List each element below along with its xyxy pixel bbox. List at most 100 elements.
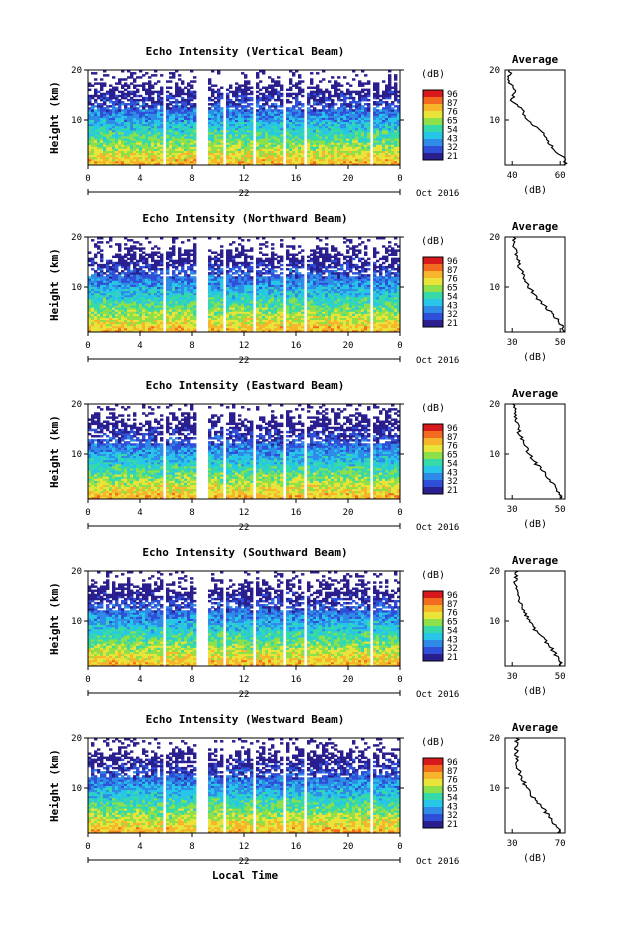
heatmap-cell: [289, 87, 292, 89]
heatmap-cell: [103, 107, 106, 109]
heatmap-cell: [157, 91, 160, 93]
heatmap-cell: [151, 251, 154, 253]
heatmap-cell: [133, 245, 136, 247]
heatmap-cell: [268, 84, 271, 86]
heatmap-cell: [148, 241, 151, 243]
heatmap-cell: [172, 95, 175, 97]
x-tick-label: 20: [343, 174, 354, 184]
heatmap-cell: [169, 276, 172, 278]
heatmap-cell: [307, 93, 310, 95]
heatmap-cell: [214, 276, 217, 278]
heatmap-cell: [376, 82, 379, 84]
heatmap-cell: [130, 245, 133, 247]
heatmap-cell: [328, 80, 331, 82]
heatmap-cell: [259, 89, 262, 91]
heatmap-cell: [130, 254, 133, 256]
heatmap-cell: [154, 260, 157, 262]
heatmap-cell: [166, 103, 169, 105]
heatmap-cell: [100, 249, 103, 251]
heatmap-cell: [88, 95, 91, 97]
heatmap-cell: [184, 87, 187, 89]
heatmap-cell: [340, 91, 343, 93]
heatmap-cell: [97, 95, 100, 97]
heatmap-cell: [124, 93, 127, 95]
heatmap-cell: [172, 72, 175, 74]
heatmap-cell: [124, 272, 127, 274]
heatmap-cell: [94, 89, 97, 91]
heatmap-cell: [247, 103, 250, 105]
panels-group: Echo Intensity (Vertical Beam)Height (km…: [48, 45, 567, 867]
heatmap-cell: [190, 84, 193, 86]
heatmap-cell: [292, 72, 295, 74]
heatmap-cell: [193, 270, 196, 272]
heatmap-cell: [103, 82, 106, 84]
heatmap-cell: [169, 107, 172, 109]
heatmap-cell: [220, 268, 223, 270]
heatmap-cell: [127, 107, 130, 109]
heatmap-cell: [298, 87, 301, 89]
heatmap-cell: [121, 270, 124, 272]
heatmap-cell: [160, 254, 163, 256]
heatmap-cell: [91, 268, 94, 270]
heatmap-cell: [319, 97, 322, 99]
heatmap-cell: [346, 97, 349, 99]
heatmap-cell: [142, 247, 145, 249]
heatmap-cell: [379, 109, 382, 111]
heatmap-cell: [238, 95, 241, 97]
heatmap-cell: [274, 89, 277, 91]
heatmap-cell: [319, 80, 322, 82]
heatmap-cell: [211, 99, 214, 101]
heatmap-cell: [364, 103, 367, 105]
heatmap-cell: [178, 74, 181, 76]
heatmap-cell: [151, 91, 154, 93]
heatmap-cell: [121, 91, 124, 93]
heatmap-cell: [97, 241, 100, 243]
heatmap-cell: [142, 251, 145, 253]
heatmap-cell: [334, 103, 337, 105]
heatmap-cell: [94, 72, 97, 74]
heatmap-cell: [181, 80, 184, 82]
heatmap-cell: [217, 254, 220, 256]
heatmap-cell: [181, 258, 184, 260]
heatmap-cell: [172, 270, 175, 272]
heatmap-cell: [289, 107, 292, 109]
heatmap-cell: [391, 107, 394, 109]
heatmap-cell: [121, 78, 124, 80]
heatmap-cell: [169, 87, 172, 89]
avg-x-tick-label: 60: [555, 171, 566, 181]
heatmap-cell: [298, 74, 301, 76]
heatmap-cell: [151, 264, 154, 266]
heatmap-cell: [244, 80, 247, 82]
heatmap-cell: [193, 76, 196, 78]
heatmap-cell: [361, 95, 364, 97]
heatmap-cell: [181, 254, 184, 256]
heatmap-cell: [130, 239, 133, 241]
heatmap-cell: [289, 101, 292, 103]
heatmap-cell: [151, 272, 154, 274]
heatmap-cell: [166, 251, 169, 253]
heatmap-cell: [214, 97, 217, 99]
heatmap-cell: [229, 99, 232, 101]
heatmap-cell: [364, 74, 367, 76]
heatmap-cell: [139, 254, 142, 256]
heatmap-cell: [364, 82, 367, 84]
heatmap-cell: [94, 254, 97, 256]
heatmap-cell: [277, 109, 280, 111]
heatmap-cell: [310, 78, 313, 80]
heatmap-cell: [148, 254, 151, 256]
heatmap-cell: [118, 272, 121, 274]
heatmap-cell: [187, 249, 190, 251]
heatmap-cell: [133, 84, 136, 86]
heatmap-cell: [148, 274, 151, 276]
heatmap-cell: [118, 254, 121, 256]
heatmap-cell: [184, 249, 187, 251]
heatmap-cell: [187, 266, 190, 268]
heatmap-cell: [301, 103, 304, 105]
heatmap-cell: [142, 256, 145, 258]
heatmap-cell: [118, 95, 121, 97]
heatmap-cell: [88, 82, 91, 84]
heatmap-cell: [313, 87, 316, 89]
heatmap-cell: [298, 107, 301, 109]
heatmap-cell: [340, 103, 343, 105]
heatmap-cell: [334, 80, 337, 82]
